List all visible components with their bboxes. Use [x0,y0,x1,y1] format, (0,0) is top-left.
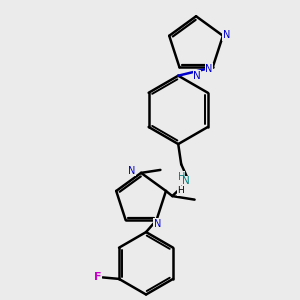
Text: N: N [205,64,212,74]
Text: H: H [177,186,184,195]
Text: N: N [128,166,136,176]
Text: N: N [154,219,161,229]
Text: N: N [193,71,201,81]
Text: N: N [223,30,230,40]
Text: H: H [178,172,185,182]
Text: N: N [182,176,190,186]
Text: F: F [94,272,101,282]
